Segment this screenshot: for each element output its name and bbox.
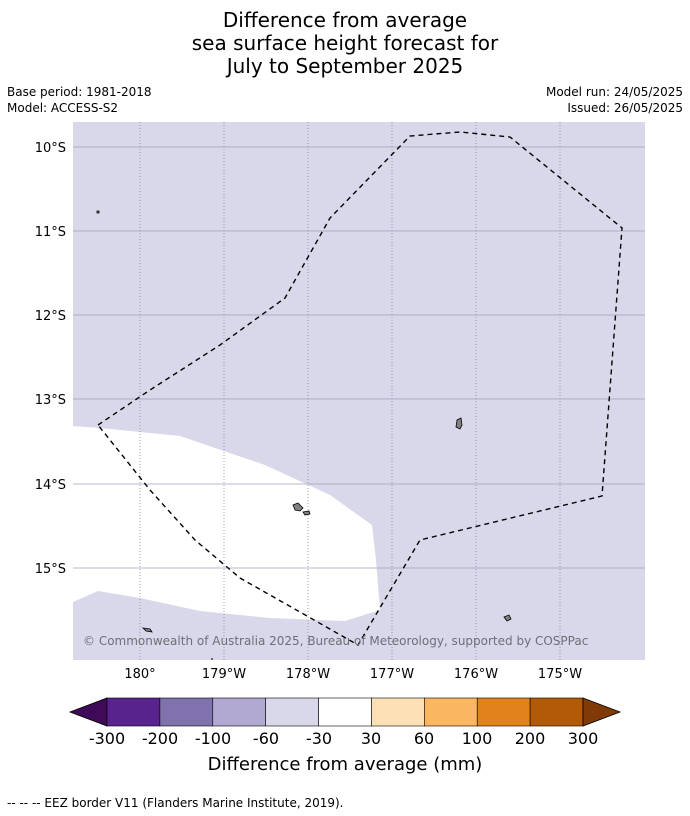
title-line-1: Difference from average — [222, 8, 468, 32]
colorbar-box — [318, 697, 372, 727]
colorbar-tick: 300 — [568, 729, 599, 748]
colorbar-tick: -200 — [142, 729, 178, 748]
colorbar-tick: 200 — [515, 729, 546, 748]
longitude-labels: 180° 179°W 178°W 177°W 176°W 175°W — [124, 667, 582, 682]
colorbar-box — [476, 697, 531, 727]
colorbar-box — [529, 697, 584, 727]
colorbar-box — [371, 697, 425, 727]
lon-label: 178°W — [286, 667, 330, 682]
colorbar-tick-labels: -300 -200 -100 -60 -30 30 60 100 200 300 — [89, 729, 598, 748]
colorbar-box — [265, 697, 319, 727]
title-line-3: July to September 2025 — [226, 54, 464, 78]
island-niuafoou — [503, 614, 512, 622]
map-figure: © Commonwealth of Australia 2025, Bureau… — [35, 122, 645, 775]
island-alofi — [302, 510, 311, 516]
latitude-gridlines — [73, 146, 645, 569]
eez-legend: -- -- -- EEZ border V11 (Flanders Marine… — [7, 796, 344, 810]
lon-label: 179°W — [202, 667, 246, 682]
lat-label: 14°S — [35, 478, 66, 493]
colorbar-box — [212, 697, 266, 727]
lat-label: 12°S — [35, 309, 66, 324]
island-futuna — [292, 502, 304, 512]
colorbar-tick: -30 — [306, 729, 332, 748]
islands — [96, 210, 512, 633]
colorbar-box — [424, 697, 478, 727]
model-name: Model: ACCESS-S2 — [7, 101, 119, 115]
colorbar: -300 -200 -100 -60 -30 30 60 100 200 300… — [68, 697, 622, 775]
lat-label: 15°S — [35, 562, 66, 577]
lat-label: 13°S — [35, 393, 66, 408]
colorbar-tick: 30 — [361, 729, 381, 748]
lat-label: 11°S — [35, 225, 66, 240]
issued-date: Issued: 26/05/2025 — [567, 101, 683, 115]
lon-label: 176°W — [454, 667, 498, 682]
island-rotuma-dot — [96, 210, 100, 214]
lon-label: 177°W — [370, 667, 414, 682]
colorbar-low-extension — [68, 697, 108, 727]
model-run: Model run: 24/05/2025 — [545, 85, 683, 99]
lon-label: 180° — [124, 667, 155, 682]
lat-label: 10°S — [35, 141, 66, 156]
colorbar-tick: -100 — [195, 729, 231, 748]
colorbar-title: Difference from average (mm) — [208, 754, 483, 775]
colorbar-box — [106, 697, 161, 727]
title-line-2: sea surface height forecast for — [191, 31, 499, 55]
colorbar-box — [159, 697, 214, 727]
base-period: Base period: 1981-2018 — [7, 85, 152, 99]
colorbar-tick: -60 — [253, 729, 279, 748]
colorbar-boxes — [106, 697, 584, 727]
latitude-labels: 10°S 11°S 12°S 13°S 14°S 15°S — [35, 141, 66, 577]
colorbar-tick: 100 — [462, 729, 493, 748]
colorbar-tick: 60 — [414, 729, 434, 748]
map-area: © Commonwealth of Australia 2025, Bureau… — [73, 122, 645, 660]
colorbar-tick: -300 — [89, 729, 125, 748]
neutral-anomaly-region — [73, 426, 380, 621]
copyright-text: © Commonwealth of Australia 2025, Bureau… — [83, 634, 588, 648]
colorbar-high-extension — [582, 697, 622, 727]
island-sw-shoal — [141, 627, 153, 633]
eez-border — [96, 131, 623, 646]
lon-label: 175°W — [538, 667, 582, 682]
island-wallis — [455, 417, 463, 430]
